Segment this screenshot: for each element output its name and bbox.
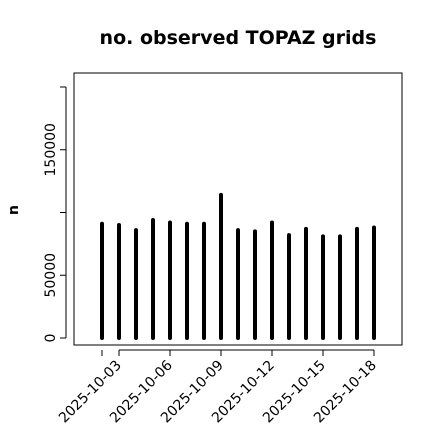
plot-area	[73, 72, 403, 346]
bars	[100, 192, 376, 340]
y-tick-label: 50000	[43, 253, 59, 298]
chart-title: no. observed TOPAZ grids	[100, 27, 377, 49]
y-tick-label: 0	[43, 334, 59, 343]
x-axis: 2025-10-032025-10-062025-10-092025-10-12…	[56, 349, 380, 426]
y-tick-label: 150000	[43, 123, 59, 176]
y-axis: 0 50000 150000	[43, 86, 67, 343]
y-axis-label: n	[6, 205, 22, 215]
